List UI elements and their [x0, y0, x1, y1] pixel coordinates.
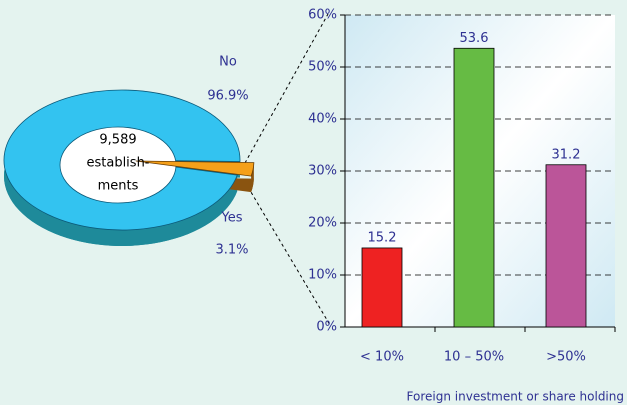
center-label: ments — [98, 179, 139, 194]
y-tick-label: 50% — [308, 60, 337, 75]
y-tick-label: 60% — [308, 8, 337, 23]
bar-value-label: 15.2 — [368, 230, 397, 245]
slice-value-label: 3.1% — [215, 243, 248, 258]
bar — [361, 247, 403, 328]
bar — [453, 47, 495, 328]
slice — [135, 160, 255, 177]
slice-value-label: 96.9% — [207, 89, 248, 104]
y-tick-label: 10% — [308, 268, 337, 283]
x-tick-label: >50% — [546, 350, 586, 365]
connector — [244, 13, 329, 164]
y-tick-label: 0% — [316, 320, 337, 335]
bar-value-label: 53.6 — [460, 31, 489, 46]
y-tick-label: 20% — [308, 216, 337, 231]
y-tick-label: 40% — [308, 112, 337, 127]
slice-label: No — [219, 55, 237, 70]
x-axis-title: Foreign investment or share holding — [407, 390, 624, 404]
x-tick-label: 10 – 50% — [444, 350, 504, 365]
bar — [545, 164, 587, 328]
center-label: 9,589 — [99, 133, 136, 148]
connector — [244, 181, 331, 326]
y-tick-label: 30% — [308, 164, 337, 179]
x-tick-label: < 10% — [360, 350, 404, 365]
bar-value-label: 31.2 — [552, 147, 581, 162]
slice-label: Yes — [221, 211, 243, 226]
center-label: establish- — [86, 156, 149, 171]
